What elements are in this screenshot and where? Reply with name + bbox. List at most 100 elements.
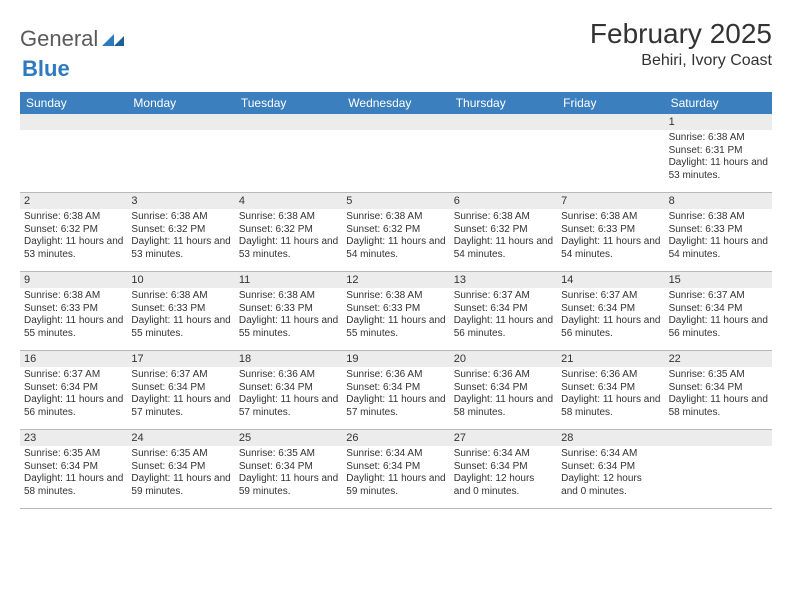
day-cell: 4Sunrise: 6:38 AMSunset: 6:32 PMDaylight…: [235, 193, 342, 271]
day-number: [235, 114, 342, 130]
daylight: Daylight: 11 hours and 58 minutes.: [24, 473, 123, 498]
day-number: 3: [127, 193, 234, 209]
week-row: 23Sunrise: 6:35 AMSunset: 6:34 PMDayligh…: [20, 430, 772, 509]
day-number: 17: [127, 351, 234, 367]
day-number: 4: [235, 193, 342, 209]
dow-tuesday: Tuesday: [235, 92, 342, 114]
day-number: 10: [127, 272, 234, 288]
day-number: 19: [342, 351, 449, 367]
day-number: 24: [127, 430, 234, 446]
daylight: Daylight: 11 hours and 56 minutes.: [669, 315, 768, 340]
day-body: Sunrise: 6:34 AMSunset: 6:34 PMDaylight:…: [557, 446, 664, 502]
weeks-container: 1Sunrise: 6:38 AMSunset: 6:31 PMDaylight…: [20, 114, 772, 509]
day-number: 21: [557, 351, 664, 367]
sunrise: Sunrise: 6:38 AM: [239, 290, 338, 303]
day-body: Sunrise: 6:38 AMSunset: 6:33 PMDaylight:…: [127, 288, 234, 344]
day-number: 26: [342, 430, 449, 446]
day-body: [342, 130, 449, 136]
day-body: Sunrise: 6:38 AMSunset: 6:32 PMDaylight:…: [450, 209, 557, 265]
sunrise: Sunrise: 6:36 AM: [346, 369, 445, 382]
day-body: [557, 130, 664, 136]
sunset: Sunset: 6:31 PM: [669, 145, 768, 158]
daylight: Daylight: 11 hours and 58 minutes.: [669, 394, 768, 419]
title-block: February 2025 Behiri, Ivory Coast: [590, 18, 772, 70]
day-body: Sunrise: 6:38 AMSunset: 6:33 PMDaylight:…: [235, 288, 342, 344]
day-number: 2: [20, 193, 127, 209]
day-cell: [342, 114, 449, 192]
daylight: Daylight: 11 hours and 55 minutes.: [346, 315, 445, 340]
sunrise: Sunrise: 6:34 AM: [454, 448, 553, 461]
sunset: Sunset: 6:33 PM: [669, 224, 768, 237]
dow-friday: Friday: [557, 92, 664, 114]
day-body: Sunrise: 6:38 AMSunset: 6:32 PMDaylight:…: [20, 209, 127, 265]
day-cell: 28Sunrise: 6:34 AMSunset: 6:34 PMDayligh…: [557, 430, 664, 508]
sunrise: Sunrise: 6:37 AM: [24, 369, 123, 382]
day-body: Sunrise: 6:38 AMSunset: 6:33 PMDaylight:…: [665, 209, 772, 265]
day-cell: 27Sunrise: 6:34 AMSunset: 6:34 PMDayligh…: [450, 430, 557, 508]
sunset: Sunset: 6:34 PM: [346, 382, 445, 395]
day-number: 14: [557, 272, 664, 288]
sunset: Sunset: 6:33 PM: [239, 303, 338, 316]
sunrise: Sunrise: 6:38 AM: [454, 211, 553, 224]
sunrise: Sunrise: 6:38 AM: [24, 290, 123, 303]
sunset: Sunset: 6:34 PM: [454, 303, 553, 316]
day-body: Sunrise: 6:38 AMSunset: 6:32 PMDaylight:…: [342, 209, 449, 265]
day-number: 25: [235, 430, 342, 446]
daylight: Daylight: 11 hours and 58 minutes.: [454, 394, 553, 419]
daylight: Daylight: 11 hours and 54 minutes.: [454, 236, 553, 261]
day-body: [127, 130, 234, 136]
sunset: Sunset: 6:34 PM: [561, 303, 660, 316]
dow-sunday: Sunday: [20, 92, 127, 114]
sunrise: Sunrise: 6:38 AM: [239, 211, 338, 224]
day-number: [20, 114, 127, 130]
week-row: 2Sunrise: 6:38 AMSunset: 6:32 PMDaylight…: [20, 193, 772, 272]
sunset: Sunset: 6:34 PM: [561, 461, 660, 474]
day-number: 6: [450, 193, 557, 209]
day-cell: 12Sunrise: 6:38 AMSunset: 6:33 PMDayligh…: [342, 272, 449, 350]
day-cell: [20, 114, 127, 192]
day-number: 15: [665, 272, 772, 288]
day-number: 12: [342, 272, 449, 288]
daylight: Daylight: 11 hours and 54 minutes.: [346, 236, 445, 261]
day-body: Sunrise: 6:35 AMSunset: 6:34 PMDaylight:…: [127, 446, 234, 502]
week-row: 16Sunrise: 6:37 AMSunset: 6:34 PMDayligh…: [20, 351, 772, 430]
sunset: Sunset: 6:32 PM: [131, 224, 230, 237]
day-cell: 10Sunrise: 6:38 AMSunset: 6:33 PMDayligh…: [127, 272, 234, 350]
day-cell: 11Sunrise: 6:38 AMSunset: 6:33 PMDayligh…: [235, 272, 342, 350]
day-number: 9: [20, 272, 127, 288]
sunset: Sunset: 6:34 PM: [239, 461, 338, 474]
day-number: 28: [557, 430, 664, 446]
day-number: 13: [450, 272, 557, 288]
sunrise: Sunrise: 6:38 AM: [669, 211, 768, 224]
sunset: Sunset: 6:33 PM: [561, 224, 660, 237]
daylight: Daylight: 11 hours and 55 minutes.: [239, 315, 338, 340]
day-cell: 21Sunrise: 6:36 AMSunset: 6:34 PMDayligh…: [557, 351, 664, 429]
daylight: Daylight: 11 hours and 54 minutes.: [669, 236, 768, 261]
sunrise: Sunrise: 6:38 AM: [346, 290, 445, 303]
day-cell: 6Sunrise: 6:38 AMSunset: 6:32 PMDaylight…: [450, 193, 557, 271]
day-cell: 7Sunrise: 6:38 AMSunset: 6:33 PMDaylight…: [557, 193, 664, 271]
daylight: Daylight: 11 hours and 57 minutes.: [346, 394, 445, 419]
day-number: 27: [450, 430, 557, 446]
daylight: Daylight: 11 hours and 54 minutes.: [561, 236, 660, 261]
day-cell: [557, 114, 664, 192]
day-body: Sunrise: 6:37 AMSunset: 6:34 PMDaylight:…: [665, 288, 772, 344]
sunrise: Sunrise: 6:38 AM: [131, 211, 230, 224]
sunset: Sunset: 6:33 PM: [24, 303, 123, 316]
sunset: Sunset: 6:34 PM: [454, 382, 553, 395]
day-body: [20, 130, 127, 136]
day-cell: 24Sunrise: 6:35 AMSunset: 6:34 PMDayligh…: [127, 430, 234, 508]
day-number: [450, 114, 557, 130]
day-number: 1: [665, 114, 772, 130]
day-cell: [665, 430, 772, 508]
sunrise: Sunrise: 6:38 AM: [669, 132, 768, 145]
day-body: Sunrise: 6:38 AMSunset: 6:31 PMDaylight:…: [665, 130, 772, 186]
sunrise: Sunrise: 6:38 AM: [346, 211, 445, 224]
sunrise: Sunrise: 6:36 AM: [454, 369, 553, 382]
day-cell: 9Sunrise: 6:38 AMSunset: 6:33 PMDaylight…: [20, 272, 127, 350]
daylight: Daylight: 12 hours and 0 minutes.: [454, 473, 553, 498]
sunrise: Sunrise: 6:35 AM: [669, 369, 768, 382]
daylight: Daylight: 11 hours and 53 minutes.: [24, 236, 123, 261]
logo-mark-icon: [102, 26, 124, 52]
sunset: Sunset: 6:34 PM: [346, 461, 445, 474]
